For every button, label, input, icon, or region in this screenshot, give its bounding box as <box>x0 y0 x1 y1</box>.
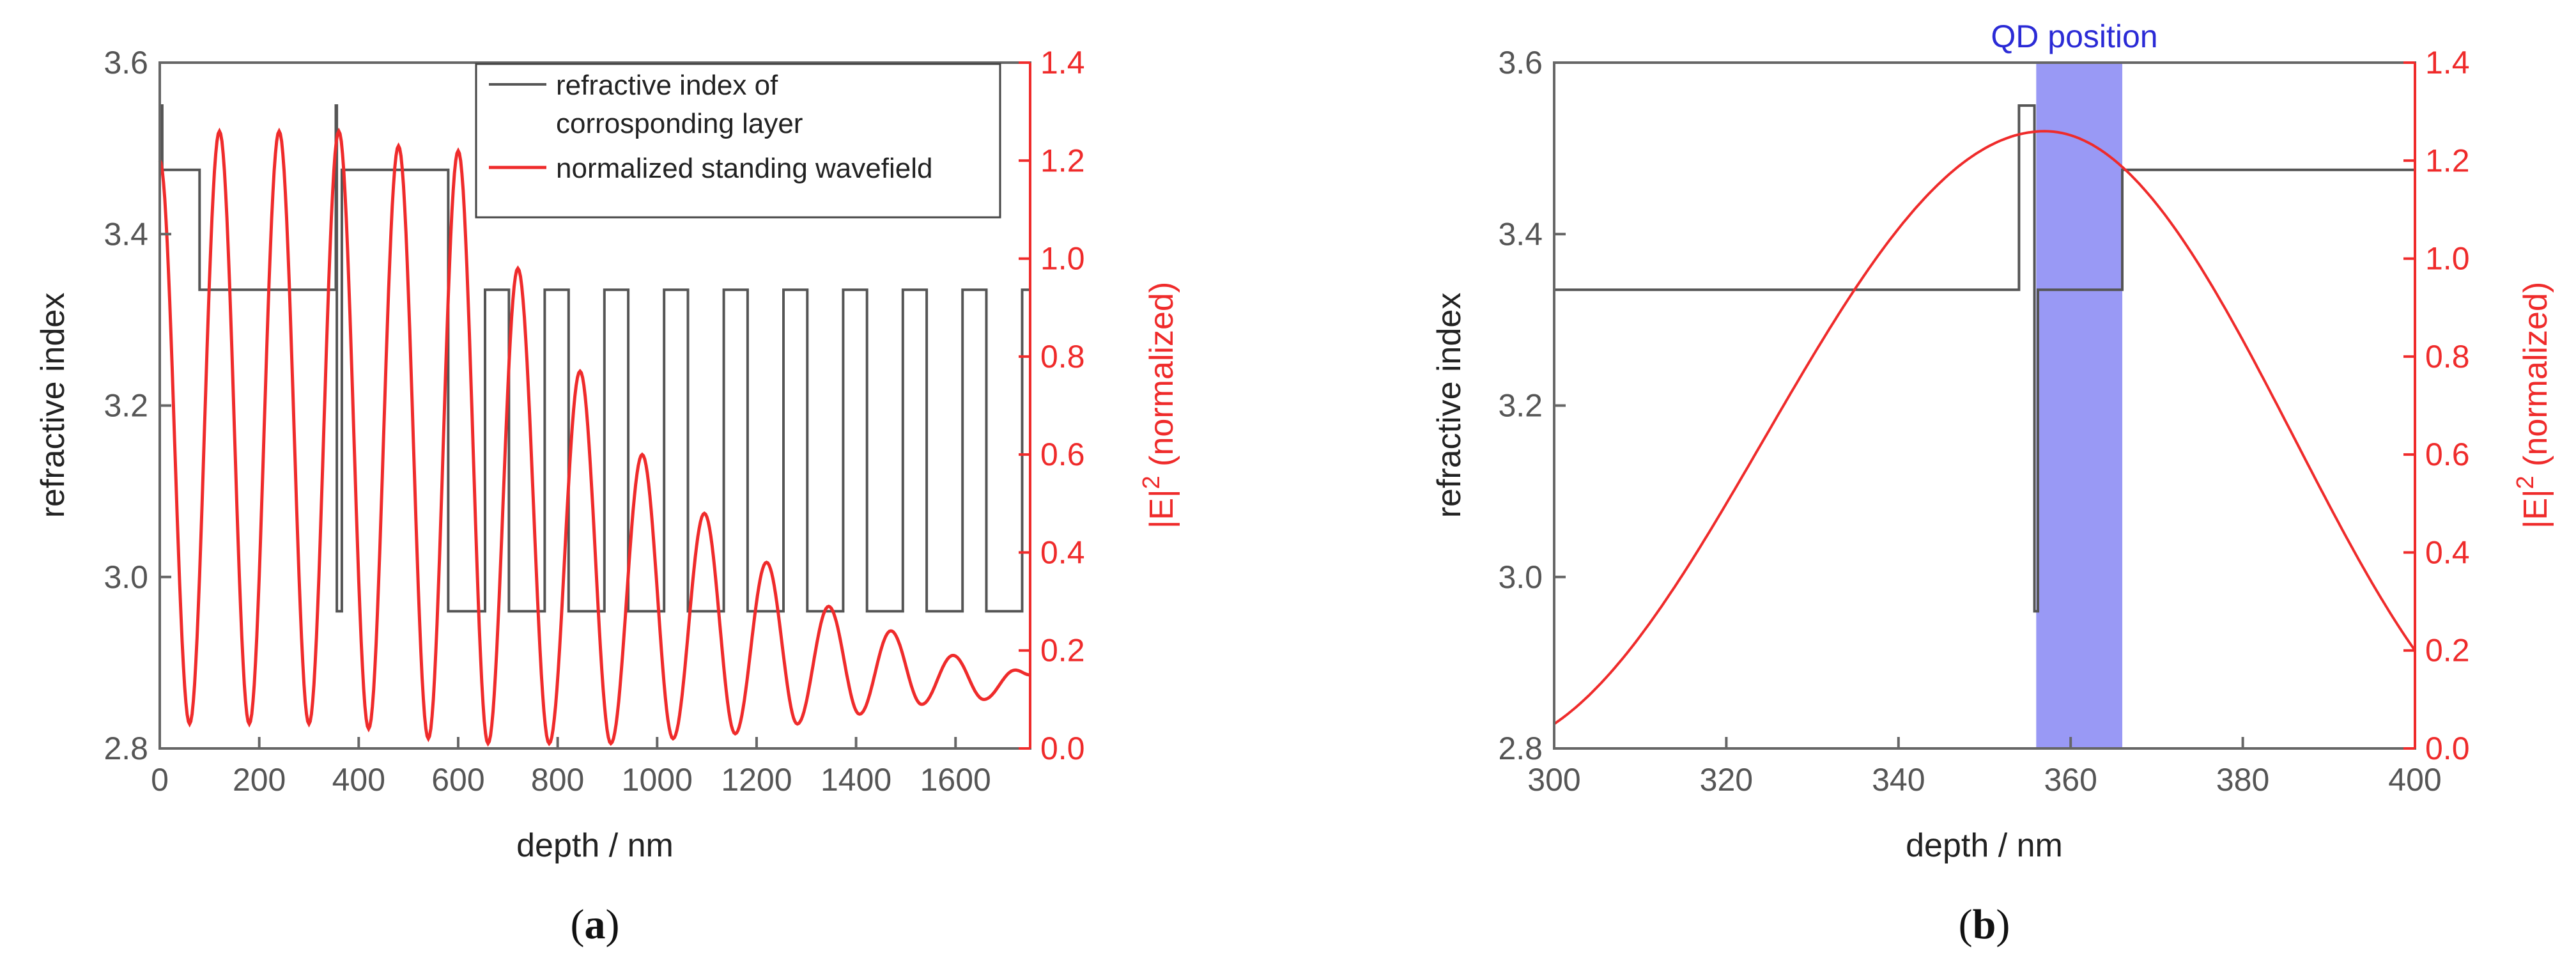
panel-a-y2-axis-label: |E|2 (normalized) <box>1138 282 1180 529</box>
panel-b-y-tick-label: 2.8 <box>1498 731 1543 766</box>
panel-a-standing-wavefield-line <box>158 127 1030 747</box>
panel-a-y2-label-base: |E| <box>1143 489 1180 529</box>
panel-b-x-tick-label: 300 <box>1527 762 1580 798</box>
panel-b-y-tick-label: 3.2 <box>1498 388 1543 424</box>
panel-a-y-axis-label: refractive index <box>35 293 72 518</box>
panel-a-y2-tick-label: 0.4 <box>1040 534 1085 570</box>
panel-b-y2-label-sup: 2 <box>2512 476 2539 489</box>
panel-a-caption-letter: a <box>585 901 606 948</box>
panel-a-x-tick-label: 1600 <box>920 762 991 798</box>
panel-b-y-tick-label: 3.4 <box>1498 216 1543 252</box>
panel-b-y2-tick-label: 0.4 <box>2425 534 2470 570</box>
panel-b-shade-layer <box>2036 63 2123 748</box>
panel-a-refractive-index-line <box>160 104 1030 613</box>
panel-a-x-tick-label: 800 <box>531 762 584 798</box>
panel-a-y2-label-sup: 2 <box>1138 476 1165 489</box>
qd-position-band <box>2036 63 2123 748</box>
panel-a-x-tick-label: 1000 <box>622 762 693 798</box>
panel-a-legend-box <box>475 63 1001 219</box>
panel-a-y-tick-label: 3.4 <box>104 216 148 252</box>
panel-a-y2-label-rest: (normalized) <box>1143 282 1180 476</box>
panel-b-y-tick-label: 3.0 <box>1498 559 1543 595</box>
panel-b-y2-label-rest: (normalized) <box>2517 282 2554 476</box>
panel-a-y2-tick-label: 0.2 <box>1040 633 1085 669</box>
panel-a-x-tick-label: 600 <box>431 762 484 798</box>
panel-b-y2-tick-label: 0.6 <box>2425 437 2470 472</box>
panel-a-caption-close: ) <box>606 901 620 948</box>
panel-b-y2-label-base: |E| <box>2517 489 2554 529</box>
panel-b-y2-tick-label: 0.0 <box>2425 731 2470 766</box>
qd-position-label: QD position <box>1991 19 2157 54</box>
panel-a-chart: 0 200 400 600 800 1000 1200 1400 1600 2.8 3.0 3.2 3.… <box>35 45 1180 948</box>
panel-b-x-tick-label: 380 <box>2216 762 2269 798</box>
panel-b-standing-wavefield-line <box>1553 130 2416 725</box>
panel-b-y2-axis-label: |E|2 (normalized) <box>2512 282 2554 529</box>
panel-b-x-tick-label: 340 <box>1872 762 1925 798</box>
panel-b-series-layer <box>1553 104 2416 725</box>
panel-b-caption-close: ) <box>1996 901 2010 948</box>
panel-a-y-tick-label: 3.0 <box>104 559 148 595</box>
panel-a-y2-tick-label: 0.8 <box>1040 339 1085 375</box>
panel-a-tick-layer: 0 200 400 600 800 1000 1200 1400 1600 2.8 3.0 3.2 3.… <box>104 45 1084 798</box>
panel-b-caption-open: ( <box>1959 901 1973 948</box>
panel-a-y2-tick-label: 1.2 <box>1040 143 1085 178</box>
panel-a-x-tick-label: 1400 <box>821 762 891 798</box>
panel-a-caption: (a) <box>571 901 620 948</box>
panel-b-tick-layer: 300 320 340 360 380 400 2.8 3.0 3.2 3.4 3.6 0.0 0.2 0… <box>1498 45 2469 798</box>
panel-b-chart: 300 320 340 360 380 400 2.8 3.0 3.2 3.4 3.6 0.0 0.2 0… <box>1431 19 2554 948</box>
panel-b-caption-letter: b <box>1973 901 1996 948</box>
panel-b-refractive-index-line <box>1554 104 2415 613</box>
panel-b-y2-tick-label: 0.8 <box>2425 339 2470 375</box>
panel-a-caption-open: ( <box>571 901 585 948</box>
panel-a-y2-tick-label: 1.0 <box>1040 241 1085 277</box>
panel-b-x-tick-label: 400 <box>2388 762 2441 798</box>
legend-label-refractive-index-line1: refractive index of <box>556 70 778 101</box>
panel-a-y2-tick-label: 1.4 <box>1040 45 1085 81</box>
panel-b-y2-tick-label: 0.2 <box>2425 633 2470 669</box>
panel-b-caption: (b) <box>1959 901 2010 948</box>
panel-a-x-tick-label: 0 <box>151 762 169 798</box>
panel-b-y2-tick-label: 1.4 <box>2425 45 2470 81</box>
panel-b-y2-tick-label: 1.0 <box>2425 241 2470 277</box>
panel-b-x-tick-label: 360 <box>2044 762 2097 798</box>
panel-a-y-tick-label: 3.6 <box>104 45 148 81</box>
panel-a-legend: refractive index of corrosponding layer … <box>475 63 1001 219</box>
panel-b-x-axis-label: depth / nm <box>1906 827 2063 864</box>
panel-b-y-tick-label: 3.6 <box>1498 45 1543 81</box>
legend-label-standing-wavefield: normalized standing wavefield <box>556 153 932 184</box>
panel-a-x-tick-label: 400 <box>332 762 385 798</box>
panel-a-y-tick-label: 2.8 <box>104 731 148 766</box>
panel-a-y2-tick-label: 0.0 <box>1040 731 1085 766</box>
panel-a-y-tick-label: 3.2 <box>104 388 148 424</box>
panel-a-x-axis-label: depth / nm <box>516 827 674 864</box>
legend-label-refractive-index-line2: corrosponding layer <box>556 108 803 139</box>
panel-a-x-tick-label: 200 <box>233 762 286 798</box>
panel-b-y-axis-label: refractive index <box>1431 293 1468 518</box>
panel-b-plot-frame <box>1553 61 2416 750</box>
panel-b-x-tick-label: 320 <box>1700 762 1753 798</box>
panel-a-x-tick-label: 1200 <box>721 762 792 798</box>
panel-a-series-layer <box>158 104 1030 747</box>
panel-b-y2-tick-label: 1.2 <box>2425 143 2470 178</box>
panel-a-y2-tick-label: 0.6 <box>1040 437 1085 472</box>
